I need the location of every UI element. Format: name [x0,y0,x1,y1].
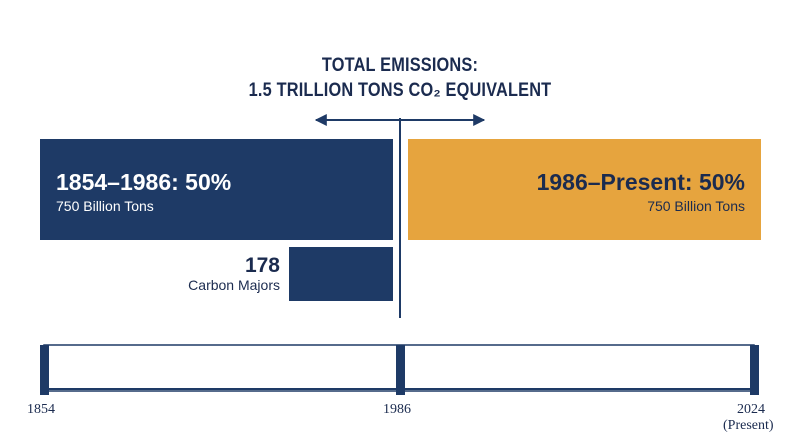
block-1986-present-share: 1986–Present: 50% [536,169,745,195]
timeline-tick-1854 [40,345,49,395]
block-1854-1986-share: 1854–1986: 50% [56,169,232,195]
block-1854-1986: 1854–1986: 50% 750 Billion Tons [40,139,393,240]
tick-label-2024: 2024 [737,402,765,417]
block-1986-present-amount: 750 Billion Tons [647,198,745,214]
tick-sublabel-present: (Present) [723,418,774,433]
carbon-majors-block [289,247,393,301]
timeline-tick-2024 [750,345,759,395]
title-line-2: 1.5 TRILLION TONS CO₂ EQUIVALENT [248,80,552,101]
carbon-majors-count: 178 [244,254,280,277]
title-line-1: TOTAL EMISSIONS: [321,55,479,76]
block-1986-present: 1986–Present: 50% 750 Billion Tons [408,139,761,240]
block-1854-1986-amount: 750 Billion Tons [56,198,154,214]
tick-label-1854: 1854 [27,402,55,417]
tick-label-1986: 1986 [383,402,411,417]
timeline-tick-1986 [396,345,405,395]
carbon-majors-label: Carbon Majors [188,277,280,293]
